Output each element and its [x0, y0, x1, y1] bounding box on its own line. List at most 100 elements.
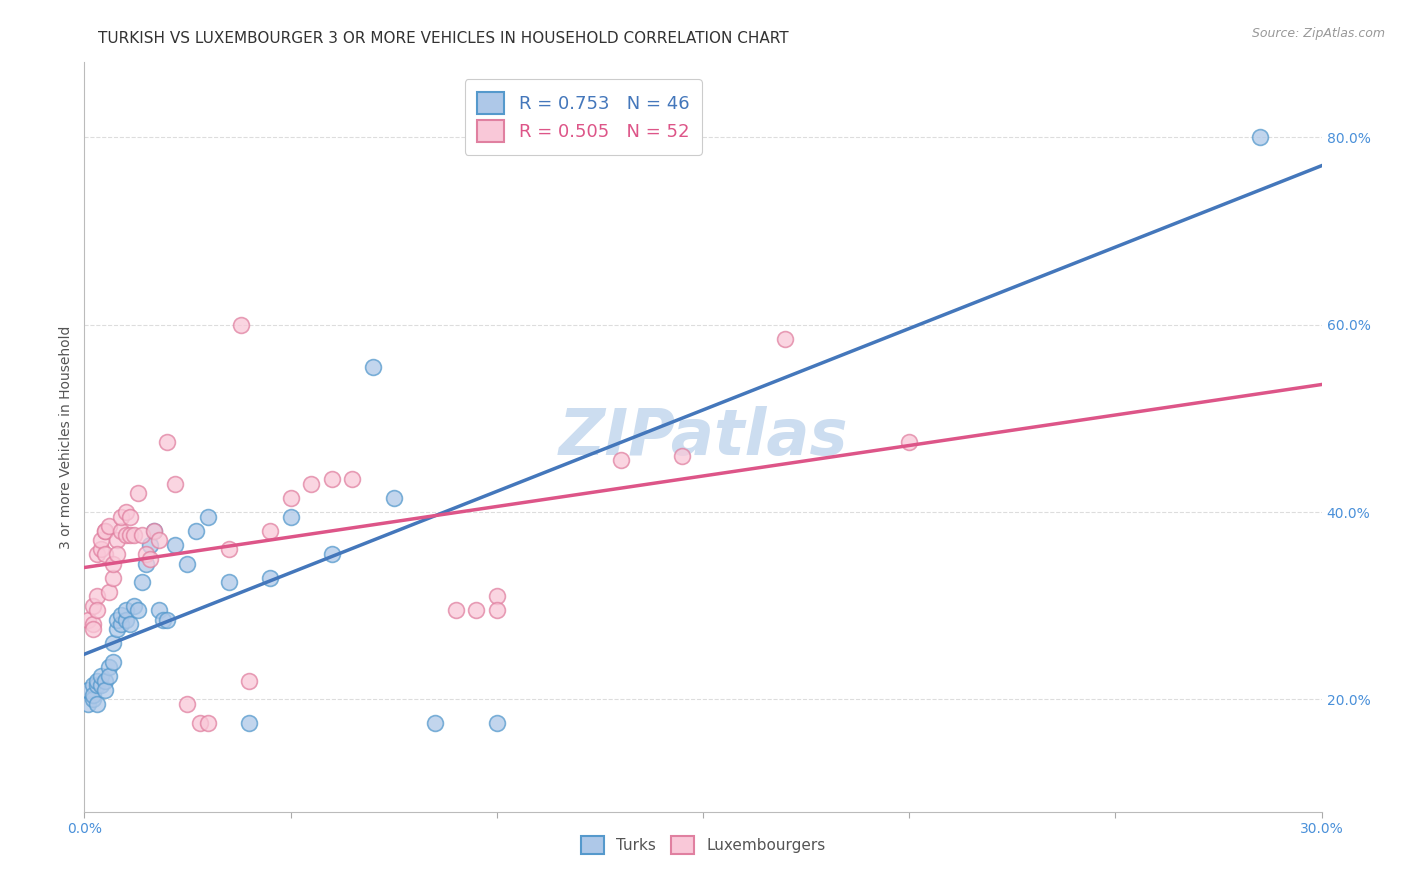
- Point: [105, 533, 128, 547]
- Point: [444, 603, 467, 617]
- Point: [238, 673, 260, 688]
- Point: [775, 332, 797, 346]
- Point: [152, 613, 174, 627]
- Point: [898, 434, 921, 449]
- Point: [465, 603, 488, 617]
- Point: [82, 678, 104, 692]
- Point: [77, 683, 100, 698]
- Point: [82, 688, 104, 702]
- Point: [143, 524, 166, 538]
- Point: [423, 715, 446, 730]
- Point: [156, 434, 179, 449]
- Point: [114, 528, 136, 542]
- Point: [165, 476, 187, 491]
- Point: [90, 542, 112, 557]
- Point: [86, 678, 108, 692]
- Point: [148, 533, 170, 547]
- Point: [105, 547, 128, 561]
- Point: [110, 509, 132, 524]
- Point: [165, 538, 187, 552]
- Point: [176, 557, 198, 571]
- Point: [184, 524, 207, 538]
- Text: ZIPatlas: ZIPatlas: [558, 406, 848, 468]
- Point: [485, 603, 508, 617]
- Point: [98, 669, 121, 683]
- Point: [197, 715, 219, 730]
- Y-axis label: 3 or more Vehicles in Household: 3 or more Vehicles in Household: [59, 326, 73, 549]
- Point: [98, 519, 121, 533]
- Legend: Turks, Luxembourgers: Turks, Luxembourgers: [575, 830, 831, 860]
- Point: [114, 603, 136, 617]
- Point: [77, 613, 100, 627]
- Point: [259, 571, 281, 585]
- Point: [103, 557, 125, 571]
- Point: [103, 655, 125, 669]
- Point: [148, 603, 170, 617]
- Point: [105, 622, 128, 636]
- Point: [188, 715, 211, 730]
- Point: [82, 692, 104, 706]
- Point: [671, 449, 693, 463]
- Point: [90, 533, 112, 547]
- Point: [82, 622, 104, 636]
- Point: [139, 551, 162, 566]
- Point: [114, 613, 136, 627]
- Point: [118, 528, 141, 542]
- Point: [197, 509, 219, 524]
- Point: [94, 524, 117, 538]
- Point: [110, 608, 132, 623]
- Point: [118, 617, 141, 632]
- Point: [105, 613, 128, 627]
- Point: [86, 603, 108, 617]
- Point: [485, 715, 508, 730]
- Point: [82, 617, 104, 632]
- Point: [139, 538, 162, 552]
- Point: [280, 509, 302, 524]
- Point: [218, 575, 240, 590]
- Point: [103, 636, 125, 650]
- Point: [110, 617, 132, 632]
- Point: [127, 603, 149, 617]
- Point: [135, 557, 157, 571]
- Point: [103, 571, 125, 585]
- Point: [485, 589, 508, 603]
- Point: [122, 528, 145, 542]
- Point: [94, 683, 117, 698]
- Point: [86, 697, 108, 711]
- Point: [229, 318, 252, 332]
- Point: [299, 476, 322, 491]
- Point: [218, 542, 240, 557]
- Point: [98, 659, 121, 673]
- Point: [90, 669, 112, 683]
- Point: [1249, 130, 1271, 145]
- Point: [127, 486, 149, 500]
- Point: [122, 599, 145, 613]
- Point: [143, 524, 166, 538]
- Point: [131, 575, 153, 590]
- Point: [114, 505, 136, 519]
- Point: [238, 715, 260, 730]
- Point: [135, 547, 157, 561]
- Point: [90, 678, 112, 692]
- Point: [259, 524, 281, 538]
- Point: [82, 599, 104, 613]
- Point: [118, 509, 141, 524]
- Point: [176, 697, 198, 711]
- Point: [321, 547, 343, 561]
- Point: [98, 584, 121, 599]
- Point: [86, 673, 108, 688]
- Text: TURKISH VS LUXEMBOURGER 3 OR MORE VEHICLES IN HOUSEHOLD CORRELATION CHART: TURKISH VS LUXEMBOURGER 3 OR MORE VEHICL…: [98, 31, 789, 46]
- Point: [131, 528, 153, 542]
- Point: [94, 673, 117, 688]
- Text: Source: ZipAtlas.com: Source: ZipAtlas.com: [1251, 27, 1385, 40]
- Point: [77, 697, 100, 711]
- Point: [86, 589, 108, 603]
- Point: [94, 524, 117, 538]
- Point: [156, 613, 179, 627]
- Point: [110, 524, 132, 538]
- Point: [94, 547, 117, 561]
- Point: [361, 359, 384, 374]
- Point: [86, 547, 108, 561]
- Point: [321, 472, 343, 486]
- Point: [382, 491, 405, 505]
